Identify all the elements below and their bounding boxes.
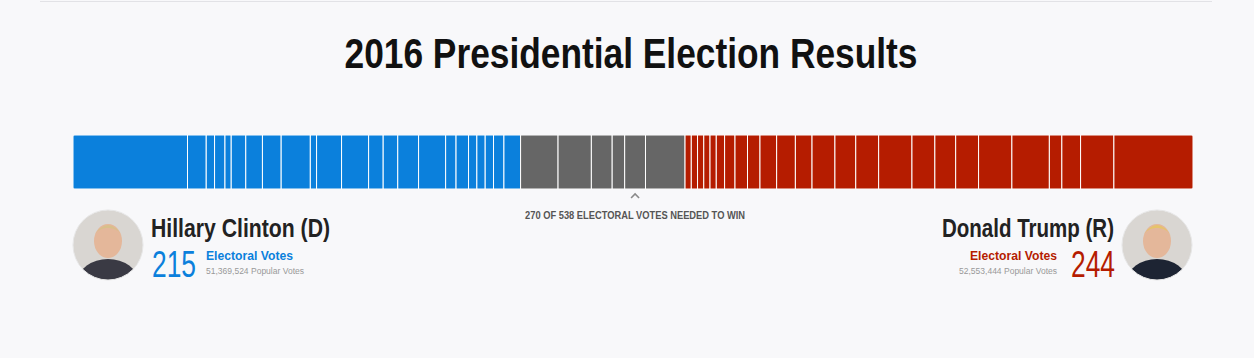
vote-segment — [504, 135, 521, 189]
candidate-photo — [73, 210, 143, 303]
photo-face — [1143, 224, 1171, 258]
vote-segment — [1049, 135, 1061, 189]
photo-shoulders — [1127, 259, 1187, 303]
vote-segment — [835, 135, 856, 189]
vote-segment — [231, 135, 246, 189]
vote-segment — [342, 135, 369, 189]
photo-frame — [1122, 210, 1192, 280]
vote-segment — [469, 135, 477, 189]
electoral-votes-label: Electoral Votes — [970, 248, 1057, 263]
vote-segment — [317, 135, 342, 189]
vote-segment — [716, 135, 724, 189]
vote-segment — [704, 135, 710, 189]
vote-segment — [725, 135, 735, 189]
vote-segment — [246, 135, 263, 189]
vote-segment — [879, 135, 912, 189]
threshold-caret — [631, 194, 639, 198]
vote-segment — [281, 135, 310, 189]
vote-segment — [912, 135, 935, 189]
vote-segment — [310, 135, 316, 189]
electoral-votes-label: Electoral Votes — [206, 248, 293, 263]
vote-segment — [979, 135, 1012, 189]
vote-segment — [625, 135, 646, 189]
vote-segment — [262, 135, 281, 189]
vote-segment — [369, 135, 384, 189]
vote-segment — [777, 135, 796, 189]
threshold-label: 270 OF 538 ELECTORAL VOTES NEEDED TO WIN — [525, 210, 745, 221]
vote-segment — [521, 135, 558, 189]
vote-segment — [1012, 135, 1049, 189]
vote-segment — [935, 135, 956, 189]
vote-segment — [225, 135, 231, 189]
vote-segment — [812, 135, 835, 189]
vote-segment — [456, 135, 468, 189]
top-rule — [40, 1, 1212, 2]
vote-segment — [591, 135, 612, 189]
photo-face — [94, 224, 122, 258]
vote-segment — [494, 135, 504, 189]
photo-hair — [92, 225, 124, 239]
vote-segment — [477, 135, 485, 189]
vote-segment — [485, 135, 493, 189]
vote-segment — [419, 135, 446, 189]
vote-segment — [73, 135, 187, 189]
vote-segment — [398, 135, 419, 189]
popular-votes: 51,369,524 Popular Votes — [206, 266, 304, 276]
photo-shoulders — [78, 259, 138, 303]
vote-segment — [710, 135, 716, 189]
chart-title: 2016 Presidential Election Results — [345, 30, 918, 77]
vote-segment — [206, 135, 214, 189]
vote-segment — [1081, 135, 1114, 189]
candidate-name: Hillary Clinton (D) — [151, 214, 330, 242]
vote-segment — [685, 135, 691, 189]
vote-segment — [956, 135, 979, 189]
candidate-panel: Hillary Clinton (D)215 Electoral Votes 51,… — [73, 210, 330, 303]
candidate-name: Donald Trump (R) — [942, 214, 1114, 242]
popular-votes: 52,553,444 Popular Votes — [959, 266, 1057, 276]
chart-canvas: 2016 Presidential Election Results 270 OF… — [0, 0, 1254, 358]
vote-segment — [735, 135, 747, 189]
vote-segment — [1114, 135, 1193, 189]
vote-segment — [215, 135, 225, 189]
electoral-votes: 244 — [1071, 244, 1115, 285]
vote-segment — [383, 135, 398, 189]
vote-segment — [856, 135, 879, 189]
vote-segment — [795, 135, 812, 189]
vote-segment — [558, 135, 591, 189]
photo-hair — [1141, 225, 1173, 239]
electoral-votes: 215 — [152, 244, 196, 285]
vote-segment — [760, 135, 777, 189]
vote-segment — [747, 135, 759, 189]
photo-frame — [73, 210, 143, 280]
vote-segment — [612, 135, 624, 189]
candidate-photo — [1122, 210, 1192, 303]
vote-segment — [698, 135, 704, 189]
vote-segment — [187, 135, 206, 189]
candidate-panel: Donald Trump (R)244 Electoral Votes 52,553… — [942, 210, 1192, 303]
bar-group — [73, 135, 1193, 189]
vote-segment — [691, 135, 697, 189]
vote-segment — [446, 135, 456, 189]
vote-segment — [645, 135, 685, 189]
vote-segment — [1062, 135, 1081, 189]
